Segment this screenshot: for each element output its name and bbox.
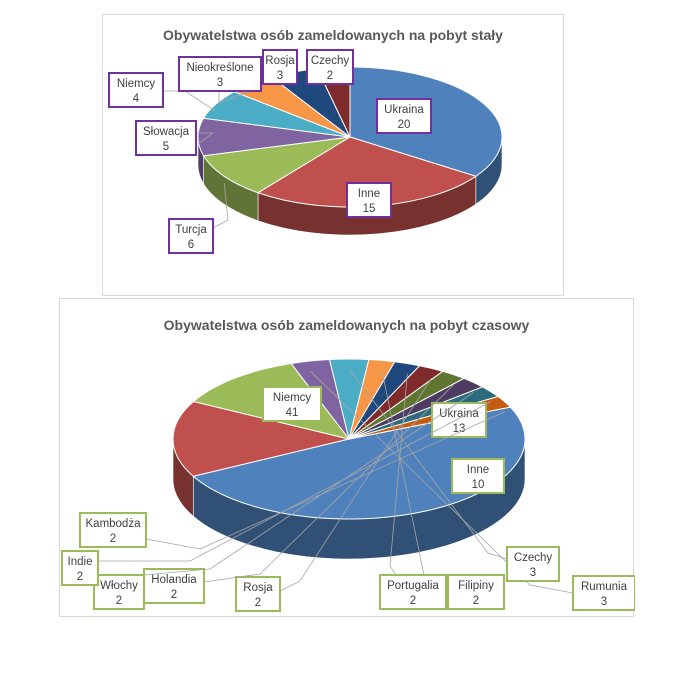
permanent-slice-slowacja bbox=[197, 117, 351, 157]
permanent-label-value-niemcy: 4 bbox=[133, 93, 140, 105]
temporary-label-box-portugalia bbox=[379, 574, 447, 610]
permanent-label-name-czechy: Czechy bbox=[311, 55, 350, 67]
permanent-label-ukraina: Ukraina 20 bbox=[376, 98, 432, 134]
permanent-label-box-inne bbox=[346, 182, 392, 218]
temporary-label-value-inne: 10 bbox=[472, 479, 485, 491]
permanent-label-box-ukraina bbox=[376, 98, 432, 134]
permanent-label-value-slowacja: 5 bbox=[163, 141, 169, 153]
permanent-label-nieokreslone: Nieokreślone 3 bbox=[178, 56, 262, 104]
temporary-leader-rosja bbox=[279, 378, 432, 592]
pie-chart-permanent: Ukraina20Inne15Turcja6Słowacja5Niemcy4Ni… bbox=[108, 49, 503, 254]
permanent-label-value-inne: 15 bbox=[363, 203, 376, 215]
chart-panel-permanent: Obywatelstwa osób zameldowanych na pobyt… bbox=[102, 14, 564, 296]
permanent-label-niemcy: Niemcy 4 bbox=[108, 72, 216, 112]
temporary-label-box-czechy bbox=[506, 546, 560, 582]
permanent-label-value-rosja: 3 bbox=[277, 70, 283, 82]
pie-chart-temporary: Niemcy 41 Ukraina 13 Inne 10 Rumunia 3 Czechy 3 Fi… bbox=[61, 358, 635, 612]
permanent-leader-niemcy bbox=[163, 90, 216, 112]
temporary-label-box-indie bbox=[61, 550, 99, 586]
temporary-label-value-portugalia: 2 bbox=[410, 595, 416, 607]
temporary-leader-holandia bbox=[203, 384, 454, 583]
permanent-label-name-slowacja: Słowacja bbox=[143, 126, 190, 138]
temporary-label-box-holandia bbox=[143, 568, 205, 604]
permanent-leader-turcja bbox=[212, 183, 229, 229]
temporary-leader-kambodza bbox=[145, 411, 505, 550]
temporary-label-inne: Inne 10 bbox=[451, 458, 505, 494]
temporary-label-portugalia: Portugalia 2 bbox=[379, 373, 447, 610]
permanent-label-value-ukraina: 20 bbox=[398, 119, 411, 131]
temporary-label-value-rosja: 2 bbox=[255, 597, 261, 609]
temporary-label-value-filipiny: 2 bbox=[473, 595, 479, 607]
temporary-leader-czechy bbox=[348, 368, 508, 560]
temporary-leader-rumunia bbox=[309, 370, 574, 594]
temporary-slice-ukraina bbox=[172, 400, 350, 477]
temporary-label-value-niemcy: 41 bbox=[286, 407, 299, 419]
permanent-label-name-rosja: Rosja bbox=[265, 55, 295, 67]
permanent-label-name-inne: Inne bbox=[358, 188, 380, 200]
permanent-label-box-czechy bbox=[306, 49, 354, 85]
temporary-label-rosja: Rosja 2 bbox=[235, 378, 432, 612]
temporary-label-holandia: Holandia 2 bbox=[143, 384, 454, 604]
permanent-label-box-nieokreslone bbox=[178, 56, 262, 92]
temporary-label-box-filipiny bbox=[447, 574, 505, 610]
temporary-label-name-kambodza: Kambodża bbox=[86, 518, 142, 530]
temporary-label-value-wlochy: 2 bbox=[116, 595, 122, 607]
permanent-label-name-ukraina: Ukraina bbox=[384, 104, 424, 116]
temporary-label-kambodza: Kambodża 2 bbox=[79, 411, 505, 550]
permanent-label-box-niemcy bbox=[108, 72, 164, 108]
permanent-label-name-niemcy: Niemcy bbox=[117, 78, 156, 90]
temporary-label-name-holandia: Holandia bbox=[151, 574, 197, 586]
permanent-slice-turcja bbox=[202, 136, 351, 194]
permanent-label-turcja: Turcja 6 bbox=[168, 183, 229, 254]
temporary-label-name-indie: Indie bbox=[68, 556, 93, 568]
temporary-label-name-niemcy: Niemcy bbox=[273, 392, 312, 404]
temporary-label-box-kambodza bbox=[79, 512, 147, 548]
permanent-label-name-turcja: Turcja bbox=[175, 224, 207, 236]
temporary-label-value-holandia: 2 bbox=[171, 589, 177, 601]
permanent-label-value-czechy: 2 bbox=[327, 70, 333, 82]
permanent-leader-slowacja bbox=[196, 132, 215, 145]
temporary-label-ukraina: Ukraina 13 bbox=[431, 402, 487, 438]
temporary-leader-portugalia bbox=[389, 373, 408, 576]
temporary-label-value-czechy: 3 bbox=[530, 567, 536, 579]
permanent-label-czechy: Czechy 2 bbox=[306, 49, 354, 85]
permanent-leader-nieokreslone bbox=[218, 90, 252, 104]
permanent-label-value-turcja: 6 bbox=[188, 239, 194, 251]
temporary-label-name-inne: Inne bbox=[467, 464, 489, 476]
permanent-label-box-turcja bbox=[168, 218, 214, 254]
permanent-label-box-slowacja bbox=[135, 120, 197, 156]
temporary-label-box-wlochy bbox=[93, 574, 145, 610]
temporary-label-name-czechy: Czechy bbox=[514, 552, 553, 564]
temporary-label-name-wlochy: Włochy bbox=[100, 580, 138, 592]
chart-title-permanent: Obywatelstwa osób zameldowanych na pobyt… bbox=[163, 27, 503, 43]
permanent-label-name-nieokreslone: Nieokreślone bbox=[186, 62, 253, 74]
temporary-label-value-rumunia: 3 bbox=[601, 596, 607, 608]
temporary-label-name-rumunia: Rumunia bbox=[581, 581, 628, 593]
temporary-label-indie: Indie 2 bbox=[61, 401, 491, 586]
permanent-label-value-nieokreslone: 3 bbox=[217, 77, 223, 89]
temporary-label-value-ukraina: 13 bbox=[453, 423, 466, 435]
temporary-label-name-portugalia: Portugalia bbox=[387, 580, 439, 592]
temporary-label-box-rosja bbox=[235, 576, 281, 612]
temporary-leader-wlochy bbox=[143, 392, 474, 576]
temporary-label-czechy: Czechy 3 bbox=[348, 368, 560, 582]
temporary-label-wlochy: Włochy 2 bbox=[93, 392, 474, 610]
temporary-label-box-rumunia bbox=[572, 575, 635, 611]
temporary-label-name-filipiny: Filipiny bbox=[458, 580, 494, 592]
temporary-label-box-inne bbox=[451, 458, 505, 494]
permanent-label-slowacja: Słowacja 5 bbox=[135, 120, 215, 156]
permanent-label-inne: Inne 15 bbox=[346, 182, 392, 218]
chart-title-temporary: Obywatelstwa osób zameldowanych na pobyt… bbox=[163, 317, 530, 333]
temporary-label-name-ukraina: Ukraina bbox=[439, 408, 479, 420]
temporary-leader-indie bbox=[98, 401, 491, 562]
temporary-label-rumunia: Rumunia 3 bbox=[309, 370, 635, 611]
permanent-label-box-rosja bbox=[262, 49, 298, 85]
temporary-label-niemcy: Niemcy 41 bbox=[262, 386, 322, 422]
temporary-label-box-niemcy bbox=[262, 386, 322, 422]
temporary-label-name-rosja: Rosja bbox=[243, 582, 273, 594]
temporary-label-value-indie: 2 bbox=[77, 571, 83, 583]
permanent-label-rosja: Rosja 3 bbox=[262, 49, 298, 85]
temporary-label-value-kambodza: 2 bbox=[110, 533, 116, 545]
chart-panel-temporary: Obywatelstwa osób zameldowanych na pobyt… bbox=[59, 298, 635, 617]
